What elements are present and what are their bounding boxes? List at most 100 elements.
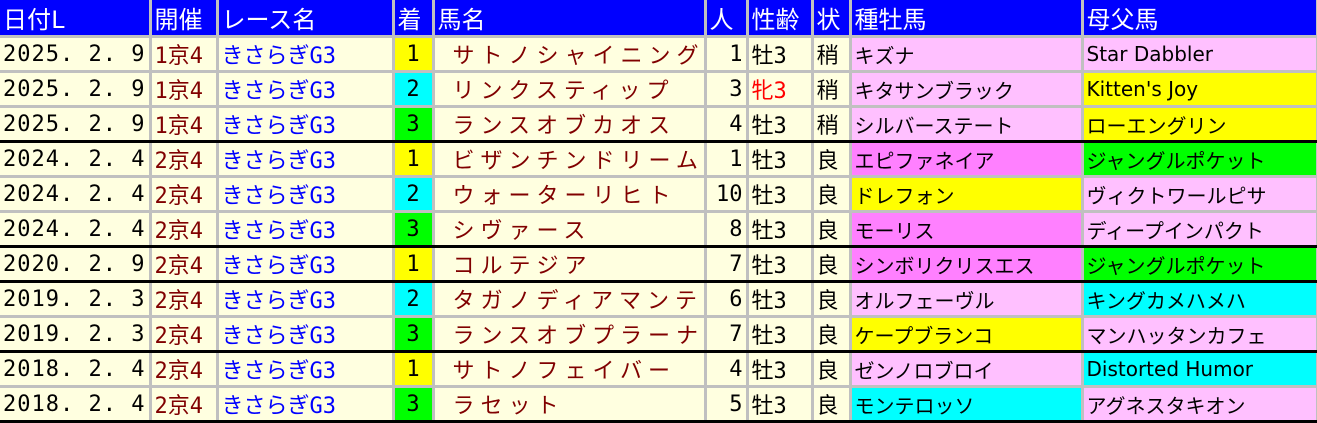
sire-cell: オルフェーヴル	[850, 281, 1084, 318]
date-cell: 2018. 2. 4	[0, 386, 152, 423]
sex-age-cell: 牡3	[747, 141, 814, 178]
date-cell: 2025. 2. 9	[0, 71, 152, 108]
race-name-cell: きさらぎG3	[217, 211, 395, 248]
date-cell: 2019. 2. 3	[0, 316, 152, 353]
meeting-cell: 2京4	[150, 141, 219, 178]
sex-age-cell: 牡3	[747, 211, 814, 248]
track-condition-cell: 良	[812, 141, 852, 178]
table-row[interactable]: 2018. 2. 4 2京4 きさらぎG3 1 サトノフェイバー 4 牡3 良ゼンノロブロイ D…	[0, 351, 1317, 388]
popularity-cell: 4	[705, 351, 749, 388]
date-cell: 2020. 2. 9	[0, 246, 152, 283]
table-row[interactable]: 2025. 2. 9 1京4 きさらぎG3 3 ランスオブカオス 4 牡3 稍シルバーステート…	[0, 106, 1317, 143]
track-condition-cell: 良	[812, 281, 852, 318]
horse-name-cell: サトノシャイニング	[433, 36, 707, 73]
header-date[interactable]: 日付L	[0, 0, 152, 38]
table-row[interactable]: 2019. 2. 3 2京4 きさらぎG3 3 ランスオブプラーナ 7 牡3 良ケープブランコ…	[0, 316, 1317, 353]
header-meeting[interactable]: 開催	[150, 0, 219, 38]
sex-age-cell: 牡3	[747, 281, 814, 318]
sire-cell: キタサンブラック	[850, 71, 1084, 108]
table-row[interactable]: 2025. 2. 9 1京4 きさらぎG3 2 リンクスティップ 3 牝3 稍キタサンブラック…	[0, 71, 1317, 108]
race-name-cell: きさらぎG3	[217, 246, 395, 283]
finish-cell: 2	[393, 176, 435, 213]
header-horse-name[interactable]: 馬名	[433, 0, 707, 38]
popularity-cell: 1	[705, 36, 749, 73]
date-cell: 2025. 2. 9	[0, 36, 152, 73]
track-condition-cell: 良	[812, 211, 852, 248]
horse-name-cell: ランスオブプラーナ	[433, 316, 707, 353]
table-row[interactable]: 2020. 2. 9 2京4 きさらぎG3 1 コルテジア 7 牡3 良シンボリクリスエス ジャ…	[0, 246, 1317, 283]
table-row[interactable]: 2019. 2. 3 2京4 きさらぎG3 2 タガノディアマンテ 6 牡3 良オルフェーヴル…	[0, 281, 1317, 318]
meeting-cell: 1京4	[150, 106, 219, 143]
track-condition-cell: 良	[812, 246, 852, 283]
dam-sire-cell: Star Dabbler	[1082, 36, 1317, 73]
table-row[interactable]: 2024. 2. 4 2京4 きさらぎG3 3 シヴァース 8 牡3 良モーリス ディープインパ…	[0, 211, 1317, 248]
sire-cell: ケープブランコ	[850, 316, 1084, 353]
horse-name-cell: ランスオブカオス	[433, 106, 707, 143]
header-dam-sire[interactable]: 母父馬	[1082, 0, 1317, 38]
horse-name-cell: タガノディアマンテ	[433, 281, 707, 318]
meeting-cell: 2京4	[150, 176, 219, 213]
table-row[interactable]: 2024. 2. 4 2京4 きさらぎG3 1 ビザンチンドリーム 1 牡3 良エピファネイア…	[0, 141, 1317, 178]
horse-name-cell: リンクスティップ	[433, 71, 707, 108]
header-sex-age[interactable]: 性齢	[747, 0, 814, 38]
horse-name-cell: ウォーターリヒト	[433, 176, 707, 213]
sire-cell: キズナ	[850, 36, 1084, 73]
dam-sire-cell: マンハッタンカフェ	[1082, 316, 1317, 353]
dam-sire-cell: ジャングルポケット	[1082, 246, 1317, 283]
popularity-cell: 7	[705, 316, 749, 353]
popularity-cell: 7	[705, 246, 749, 283]
meeting-cell: 2京4	[150, 211, 219, 248]
dam-sire-cell: Kitten's Joy	[1082, 71, 1317, 108]
header-sire[interactable]: 種牡馬	[850, 0, 1084, 38]
sire-cell: モーリス	[850, 211, 1084, 248]
track-condition-cell: 稍	[812, 36, 852, 73]
horse-name-cell: サトノフェイバー	[433, 351, 707, 388]
finish-cell: 2	[393, 281, 435, 318]
table-row[interactable]: 2024. 2. 4 2京4 きさらぎG3 2 ウォーターリヒト 10 牡3 良ドレフォン ヴィ…	[0, 176, 1317, 213]
dam-sire-cell: Distorted Humor	[1082, 351, 1317, 388]
header-row: 日付L 開催 レース名 着 馬名 人 性齢 状 種牡馬 母父馬	[0, 0, 1317, 38]
race-name-cell: きさらぎG3	[217, 316, 395, 353]
race-name-cell: きさらぎG3	[217, 106, 395, 143]
finish-cell: 3	[393, 386, 435, 423]
race-name-cell: きさらぎG3	[217, 71, 395, 108]
table-row[interactable]: 2018. 2. 4 2京4 きさらぎG3 3 ラセット 5 牡3 良モンテロッソ アグネスタキ…	[0, 386, 1317, 423]
track-condition-cell: 良	[812, 176, 852, 213]
dam-sire-cell: ディープインパクト	[1082, 211, 1317, 248]
race-name-cell: きさらぎG3	[217, 176, 395, 213]
sex-age-cell: 牝3	[747, 71, 814, 108]
dam-sire-cell: ヴィクトワールピサ	[1082, 176, 1317, 213]
popularity-cell: 10	[705, 176, 749, 213]
race-name-cell: きさらぎG3	[217, 281, 395, 318]
popularity-cell: 4	[705, 106, 749, 143]
header-finish[interactable]: 着	[393, 0, 435, 38]
meeting-cell: 2京4	[150, 351, 219, 388]
meeting-cell: 2京4	[150, 246, 219, 283]
sex-age-cell: 牡3	[747, 106, 814, 143]
sire-cell: シルバーステート	[850, 106, 1084, 143]
header-track-condition[interactable]: 状	[812, 0, 852, 38]
popularity-cell: 5	[705, 386, 749, 423]
sire-cell: モンテロッソ	[850, 386, 1084, 423]
popularity-cell: 6	[705, 281, 749, 318]
sex-age-cell: 牡3	[747, 351, 814, 388]
date-cell: 2024. 2. 4	[0, 176, 152, 213]
finish-cell: 1	[393, 36, 435, 73]
race-name-cell: きさらぎG3	[217, 386, 395, 423]
table-row[interactable]: 2025. 2. 9 1京4 きさらぎG3 1 サトノシャイニング 1 牡3 稍キズナ Star…	[0, 36, 1317, 73]
horse-name-cell: ラセット	[433, 386, 707, 423]
header-popularity[interactable]: 人	[705, 0, 749, 38]
meeting-cell: 2京4	[150, 281, 219, 318]
race-name-cell: きさらぎG3	[217, 351, 395, 388]
finish-cell: 1	[393, 141, 435, 178]
date-cell: 2024. 2. 4	[0, 211, 152, 248]
finish-cell: 3	[393, 316, 435, 353]
header-race-name[interactable]: レース名	[217, 0, 395, 38]
date-cell: 2018. 2. 4	[0, 351, 152, 388]
finish-cell: 1	[393, 351, 435, 388]
meeting-cell: 2京4	[150, 386, 219, 423]
sex-age-cell: 牡3	[747, 176, 814, 213]
track-condition-cell: 稍	[812, 106, 852, 143]
meeting-cell: 1京4	[150, 71, 219, 108]
